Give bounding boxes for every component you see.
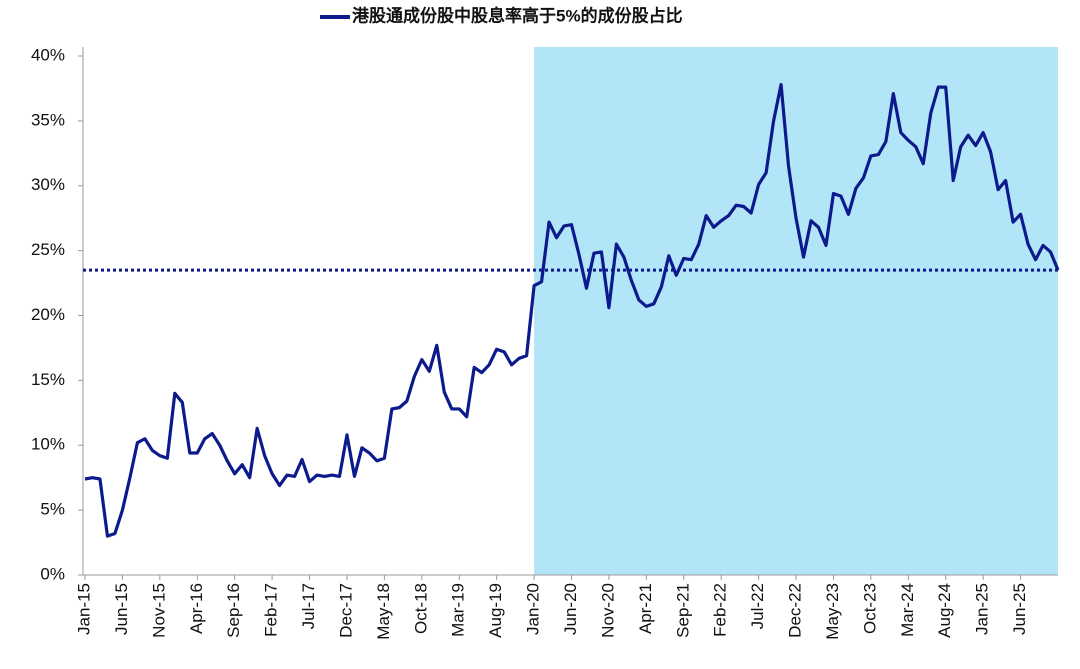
- y-tick-label: 10%: [31, 435, 65, 454]
- x-tick-label: Apr-21: [636, 583, 655, 634]
- x-tick-label: Jan-15: [74, 583, 93, 635]
- x-tick-label: Mar-24: [898, 583, 917, 637]
- x-tick-label: Jan-25: [973, 583, 992, 635]
- x-tick-label: Aug-19: [486, 583, 505, 638]
- x-tick-label: Dec-22: [786, 583, 805, 638]
- y-tick-label: 25%: [31, 240, 65, 259]
- x-tick-label: Jun-20: [561, 583, 580, 635]
- data-line: [84, 82, 1060, 538]
- y-tick-label: 40%: [31, 45, 65, 64]
- x-tick-label: Apr-16: [187, 583, 206, 634]
- y-tick-label: 35%: [31, 110, 65, 129]
- x-tick-label: Jul-22: [748, 583, 767, 629]
- y-tick-label: 0%: [40, 564, 65, 583]
- y-tick-label: 5%: [40, 500, 65, 519]
- x-tick-label: Aug-24: [935, 583, 954, 638]
- x-tick-label: Sep-16: [224, 583, 243, 638]
- y-tick-label: 20%: [31, 305, 65, 324]
- x-tick-label: Mar-19: [449, 583, 468, 637]
- highlight-region: [534, 47, 1058, 575]
- x-tick-label: Feb-17: [262, 583, 281, 637]
- legend-label: 港股通成份股中股息率高于5%的成份股占比: [352, 5, 683, 25]
- x-tick-label: Oct-23: [860, 583, 879, 634]
- x-tick-label: Nov-20: [598, 583, 617, 638]
- x-tick-label: Sep-21: [673, 583, 692, 638]
- x-tick-label: Nov-15: [149, 583, 168, 638]
- x-tick-label: Oct-18: [411, 583, 430, 634]
- y-tick-label: 15%: [31, 370, 65, 389]
- x-tick-label: Dec-17: [336, 583, 355, 638]
- x-tick-label: Jun-15: [112, 583, 131, 635]
- x-tick-label: Jul-17: [299, 583, 318, 629]
- x-tick-label: Feb-22: [711, 583, 730, 637]
- x-tick-label: May-23: [823, 583, 842, 640]
- y-tick-label: 30%: [31, 175, 65, 194]
- x-tick-label: May-18: [374, 583, 393, 640]
- x-tick-label: Jan-20: [524, 583, 543, 635]
- x-tick-label: Jun-25: [1010, 583, 1029, 635]
